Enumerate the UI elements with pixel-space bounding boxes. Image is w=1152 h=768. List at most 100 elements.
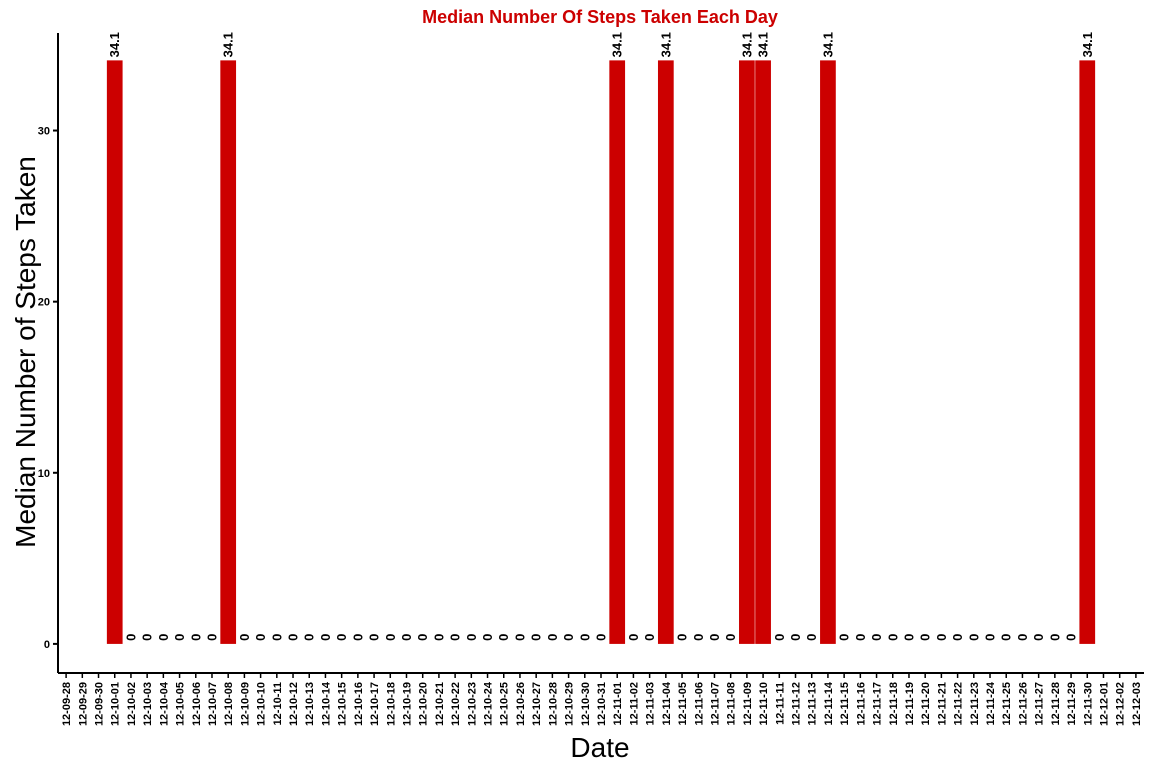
data-label: 0 [480, 634, 495, 641]
data-label: 0 [156, 634, 171, 641]
data-label: 0 [675, 634, 690, 641]
x-tick-label: 12-10-10 [256, 682, 268, 726]
x-tick-label: 12-11-06 [693, 682, 705, 725]
data-label: 0 [415, 634, 430, 641]
x-tick-label: 12-12-02 [1115, 682, 1127, 726]
data-label: 0 [269, 634, 284, 641]
data-label: 0 [318, 634, 333, 641]
x-tick-label: 12-11-25 [1001, 682, 1013, 725]
data-label: 0 [691, 634, 706, 641]
data-label: 0 [367, 634, 382, 641]
data-label: 0 [999, 634, 1014, 641]
data-label: 0 [334, 634, 349, 641]
chart-title: Median Number Of Steps Taken Each Day [422, 7, 778, 27]
x-tick-label: 12-11-05 [677, 682, 689, 725]
x-tick-label: 12-11-21 [936, 682, 948, 725]
x-tick-label: 12-11-24 [985, 681, 997, 725]
x-tick-label: 12-11-09 [742, 682, 754, 725]
data-label: 0 [1031, 634, 1046, 641]
data-label: 0 [237, 634, 252, 641]
x-axis-title: Date [570, 732, 629, 763]
data-label: 0 [853, 634, 868, 641]
data-label: 0 [140, 634, 155, 641]
data-label: 0 [383, 634, 398, 641]
data-label: 0 [561, 634, 576, 641]
x-tick-label: 12-10-19 [401, 682, 413, 726]
data-label: 0 [918, 634, 933, 641]
data-label: 0 [188, 634, 203, 641]
bar [220, 60, 237, 644]
bar [657, 60, 674, 644]
data-label: 0 [804, 634, 819, 641]
x-tick-label: 12-10-14 [320, 681, 332, 726]
data-label: 0 [901, 634, 916, 641]
data-label: 0 [885, 634, 900, 641]
data-label: 0 [577, 634, 592, 641]
y-axis-title: Median Number of Steps Taken [10, 156, 41, 548]
y-tick-label: 0 [44, 639, 50, 651]
data-label: 34.1 [221, 32, 236, 57]
data-label: 0 [1047, 634, 1062, 641]
x-tick-label: 12-11-12 [791, 682, 803, 725]
x-tick-label: 12-10-09 [239, 682, 251, 726]
x-tick-label: 12-09-29 [77, 682, 89, 726]
data-label: 0 [950, 634, 965, 641]
x-tick-label: 12-10-17 [369, 682, 381, 726]
y-ticks-layer: 0 10 20 30 [38, 126, 58, 651]
y-tick-label: 10 [38, 468, 50, 480]
data-label: 0 [286, 634, 301, 641]
bar [1079, 60, 1096, 644]
x-tick-label: 12-10-12 [288, 682, 300, 726]
data-label: 0 [723, 634, 738, 641]
x-tick-label: 12-11-28 [1050, 682, 1062, 725]
data-label: 0 [302, 634, 317, 641]
x-tick-label: 12-11-16 [855, 682, 867, 725]
x-tick-label: 12-11-18 [888, 682, 900, 725]
x-tick-label: 12-10-02 [126, 682, 138, 726]
data-label: 0 [123, 634, 138, 641]
x-tick-label: 12-10-23 [466, 682, 478, 726]
bars-layer [106, 60, 1096, 644]
data-label: 0 [431, 634, 446, 641]
x-tick-label: 12-11-22 [953, 682, 965, 725]
x-tick-label: 12-10-11 [272, 682, 284, 725]
data-label: 34.1 [739, 32, 754, 57]
data-label: 0 [1064, 634, 1079, 641]
data-label: 34.1 [820, 32, 835, 57]
data-label: 0 [772, 634, 787, 641]
x-tick-label: 12-10-15 [337, 682, 349, 726]
data-label: 0 [707, 634, 722, 641]
data-label: 0 [512, 634, 527, 641]
x-tick-label: 12-11-01 [612, 682, 624, 725]
x-tick-label: 12-11-07 [709, 682, 721, 725]
x-tick-label: 12-10-03 [142, 682, 154, 726]
data-label: 0 [399, 634, 414, 641]
x-tick-label: 12-11-17 [872, 682, 884, 725]
x-tick-label: 12-12-01 [1098, 682, 1110, 726]
data-label: 34.1 [756, 32, 771, 57]
x-tick-label: 12-10-31 [596, 682, 608, 726]
x-tick-label: 12-11-13 [807, 682, 819, 725]
x-tick-label: 12-10-04 [158, 681, 170, 726]
x-ticks-layer: 12-09-28 12-09-29 12-09-30 12-10-01 12-10-02… [61, 673, 1143, 726]
x-tick-label: 12-11-27 [1034, 682, 1046, 725]
x-tick-label: 12-11-10 [758, 682, 770, 725]
data-label: 0 [642, 634, 657, 641]
data-label: 0 [253, 634, 268, 641]
x-tick-label: 12-10-08 [223, 682, 235, 726]
x-tick-label: 12-11-19 [904, 682, 916, 725]
x-tick-label: 12-10-16 [353, 682, 365, 726]
x-tick-label: 12-10-18 [385, 682, 397, 726]
data-label: 0 [788, 634, 803, 641]
data-label: 0 [983, 634, 998, 641]
x-tick-label: 12-11-20 [920, 682, 932, 725]
bar [820, 60, 836, 644]
x-tick-label: 12-10-07 [207, 682, 219, 726]
data-label: 0 [545, 634, 560, 641]
x-tick-label: 12-10-06 [191, 682, 203, 726]
x-tick-label: 12-10-01 [110, 682, 122, 726]
x-tick-label: 12-10-30 [580, 682, 592, 726]
x-tick-label: 12-11-02 [628, 682, 640, 725]
data-label: 0 [966, 634, 981, 641]
bar [755, 60, 771, 644]
